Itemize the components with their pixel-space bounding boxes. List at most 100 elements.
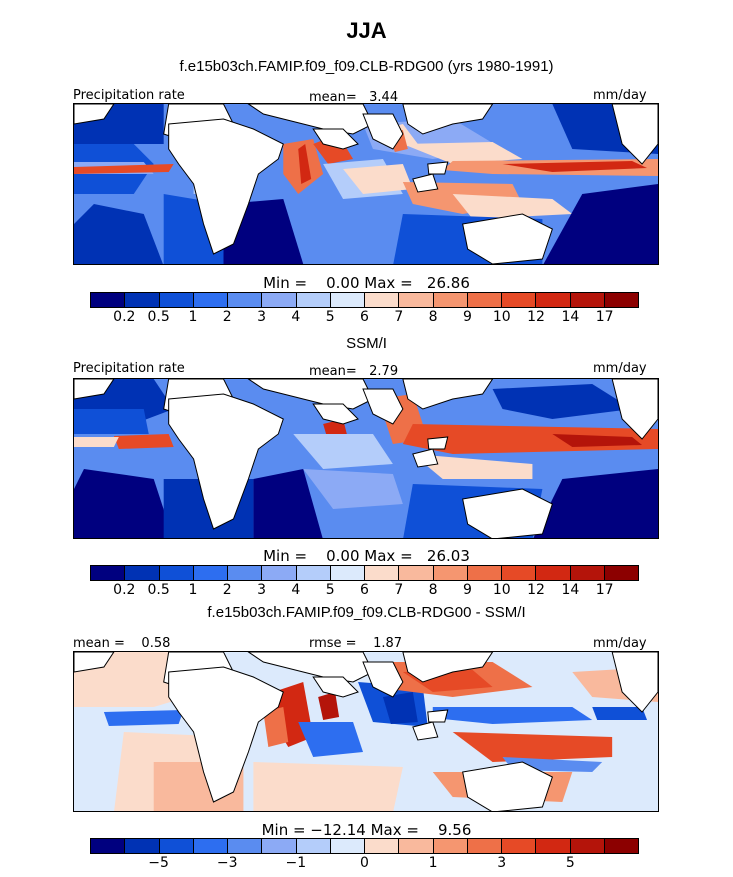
colorbar-swatch (228, 566, 263, 580)
panel-3-min-max: Min = −12.14 Max = 9.56 (261, 821, 472, 839)
panel-2-colorbar-ticks: 0.2 0.5 1 2 3 4 5 6 7 8 9 10 12 14 17 (90, 582, 639, 600)
colorbar-swatch (433, 566, 468, 580)
colorbar-tick-label: 5 (565, 855, 575, 871)
colorbar-tick-label: 3 (257, 582, 267, 598)
colorbar-tick-label: 1 (428, 855, 438, 871)
land-outline (412, 721, 439, 741)
land-outline (412, 448, 439, 468)
colorbar-tick-label: 9 (462, 582, 472, 598)
land-outline (312, 403, 359, 425)
colorbar-tick-label: 3 (497, 855, 507, 871)
shading-region (412, 454, 533, 479)
land-outline (74, 104, 115, 125)
land-outline (362, 113, 404, 150)
colorbar-tick-label: 14 (561, 309, 580, 325)
colorbar-swatch (330, 839, 365, 853)
colorbar-swatch (365, 293, 400, 307)
land-outline (402, 379, 494, 410)
land-outline (462, 213, 553, 264)
colorbar-swatch (399, 566, 434, 580)
shading-region (303, 469, 403, 509)
colorbar-swatch (330, 293, 365, 307)
shading-region (74, 164, 174, 174)
colorbar-swatch (365, 839, 400, 853)
shading-region (74, 437, 119, 447)
colorbar-swatch (570, 566, 605, 580)
colorbar-swatch (262, 839, 297, 853)
shading-region (402, 142, 523, 164)
colorbar-swatch (125, 839, 160, 853)
colorbar-swatch (570, 293, 605, 307)
colorbar-tick-label: 0.2 (113, 582, 136, 598)
colorbar-tick-label: 5 (325, 309, 335, 325)
colorbar-swatch (604, 839, 638, 853)
colorbar-tick-label: −3 (216, 855, 238, 871)
colorbar-tick-label: 2 (222, 309, 232, 325)
colorbar-swatch (433, 839, 468, 853)
shading-region (533, 469, 658, 538)
colorbar-swatch (91, 839, 126, 853)
land-outline (462, 488, 553, 538)
colorbar-swatch (536, 839, 571, 853)
land-outline (168, 118, 284, 255)
colorbar-tick-label: 10 (492, 309, 511, 325)
panel-1-min-max: Min = 0.00 Max = 26.86 (263, 274, 470, 292)
map-field (74, 379, 658, 538)
shading-region (552, 434, 643, 447)
shading-region (253, 469, 323, 538)
shading-region (543, 184, 658, 264)
land-outline (427, 161, 449, 175)
land-outline (427, 709, 449, 723)
panel-2-variable-label: Precipitation rate (73, 361, 185, 376)
colorbar-swatch (91, 566, 126, 580)
land-outline (362, 661, 404, 698)
colorbar-swatch (296, 839, 331, 853)
colorbar-swatch (604, 566, 638, 580)
panel-3-mean-label: mean = 0.58 (73, 636, 171, 651)
panel-1-colorbar (90, 292, 639, 308)
colorbar-swatch (262, 293, 297, 307)
colorbar-swatch (193, 839, 228, 853)
land-outline (74, 652, 115, 673)
colorbar-swatch (399, 293, 434, 307)
panel-2-min-max: Min = 0.00 Max = 26.03 (263, 547, 470, 565)
colorbar-swatch (159, 293, 194, 307)
land-outline (412, 173, 439, 193)
shading-region (103, 710, 184, 726)
panel-1-subtitle: f.e15b03ch.FAMIP.f09_f09.CLB-RDG00 (yrs … (179, 58, 554, 75)
land-outline (402, 652, 494, 683)
shading-region (74, 409, 149, 434)
land-outline (462, 761, 553, 811)
panel-2-unit-label: mm/day (593, 361, 647, 376)
colorbar-swatch (193, 566, 228, 580)
colorbar-tick-label: 7 (394, 309, 404, 325)
land-outline (168, 393, 284, 530)
colorbar-tick-label: 10 (492, 582, 511, 598)
colorbar-swatch (467, 566, 502, 580)
colorbar-swatch (228, 839, 263, 853)
colorbar-swatch (604, 293, 638, 307)
colorbar-tick-label: 0 (360, 855, 369, 871)
land-outline (611, 379, 658, 440)
shading-region (298, 144, 312, 184)
colorbar-swatch (536, 293, 571, 307)
colorbar-tick-label: 12 (527, 582, 545, 598)
colorbar-tick-label: 0.5 (147, 309, 170, 325)
colorbar-tick-label: 4 (291, 582, 301, 598)
shading-region (293, 434, 393, 469)
colorbar-swatch (467, 839, 502, 853)
colorbar-swatch (159, 566, 194, 580)
shading-region (74, 204, 163, 264)
map-field (74, 104, 658, 264)
colorbar-tick-label: 14 (561, 582, 580, 598)
land-outline (312, 128, 359, 150)
panel-3-subtitle: f.e15b03ch.FAMIP.f09_f09.CLB-RDG00 - SSM… (207, 604, 526, 621)
colorbar-swatch (365, 566, 400, 580)
panel-2-colorbar (90, 565, 639, 581)
shading-region (502, 161, 648, 172)
figure-title: JJA (346, 18, 387, 43)
colorbar-tick-label: 1 (188, 309, 198, 325)
colorbar-tick-label: 0.5 (147, 582, 170, 598)
colorbar-swatch (570, 839, 605, 853)
shading-region (298, 722, 364, 757)
